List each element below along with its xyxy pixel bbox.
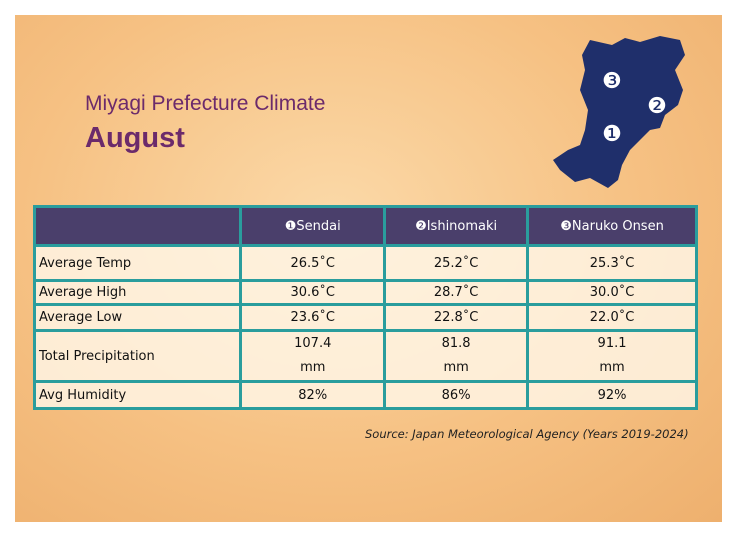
cell-text: 82% — [298, 387, 328, 403]
cell-text: 91.1 — [597, 336, 627, 351]
table-cell: 81.8 mm — [383, 329, 530, 383]
row-label: Avg Humidity — [32, 380, 243, 410]
cell-text: mm — [300, 360, 326, 375]
row-label: Average Temp — [32, 244, 243, 282]
table-row: Total Precipitation 107.4 mm 81.8 mm 91.1 mm — [32, 329, 698, 383]
table-cell: 86% — [383, 380, 530, 410]
table-cell: 30.6˚C — [239, 279, 387, 306]
table-row: Average Temp 26.5˚C 25.2˚C 25.3˚C — [32, 244, 698, 282]
cell-text: 25.2˚C — [433, 255, 479, 271]
table-cell: 22.0˚C — [526, 303, 698, 332]
prefecture-shape — [553, 36, 685, 188]
cell-text: mm — [599, 360, 625, 375]
title: Miyagi Prefecture Climate — [85, 92, 326, 115]
cell-text: 23.6˚C — [290, 310, 335, 325]
row-label: Average High — [32, 279, 243, 306]
map-marker: ❸ — [602, 69, 622, 94]
cell-text: 28.7˚C — [433, 285, 479, 300]
table-row: Avg Humidity 82% 86% 92% — [32, 380, 698, 410]
table-cell: 82% — [239, 380, 387, 410]
column-header: ❷Ishinomaki — [383, 205, 530, 247]
cell-text: 22.8˚C — [433, 310, 479, 325]
table-row: Average Low 23.6˚C 22.8˚C 22.0˚C — [32, 303, 698, 332]
table-cell: 30.0˚C — [526, 279, 698, 306]
table-cell: 23.6˚C — [239, 303, 387, 332]
table-row: Average High 30.6˚C 28.7˚C 30.0˚C — [32, 279, 698, 306]
table-cell: 92% — [526, 380, 698, 410]
table-cell: 91.1 mm — [526, 329, 698, 383]
row-label: Total Precipitation — [32, 329, 243, 383]
table-cell: 26.5˚C — [239, 244, 387, 282]
climate-table: ❶Sendai ❷Ishinomaki ❸Naruko Onsen Average T… — [32, 205, 698, 410]
cell-text: 92% — [597, 387, 627, 403]
cell-text: 30.6˚C — [290, 285, 335, 300]
table-cell: 107.4 mm — [239, 329, 387, 383]
cell-text: 30.0˚C — [589, 285, 635, 300]
cell-text: 22.0˚C — [589, 310, 635, 325]
column-header: ❶Sendai — [239, 205, 387, 247]
table-cell: 25.2˚C — [383, 244, 530, 282]
table-cell: 28.7˚C — [383, 279, 530, 306]
cell-text: 86% — [441, 387, 471, 403]
cell-text: 25.3˚C — [589, 255, 635, 271]
header-cell — [32, 205, 243, 247]
cell-text: 107.4 — [294, 336, 332, 351]
table-cell: 25.3˚C — [526, 244, 698, 282]
row-label: Average Low — [32, 303, 243, 332]
map-marker: ❶ — [602, 122, 622, 147]
cell-text: mm — [443, 360, 469, 375]
column-header: ❸Naruko Onsen — [526, 205, 698, 247]
cell-text: 81.8 — [441, 336, 471, 351]
table-cell: 22.8˚C — [383, 303, 530, 332]
subtitle: August — [85, 122, 185, 154]
map-marker: ❷ — [647, 94, 667, 119]
source-note: Source: Japan Meteorological Agency (Yea… — [365, 427, 689, 441]
cell-text: 26.5˚C — [290, 255, 335, 271]
header-row: ❶Sendai ❷Ishinomaki ❸Naruko Onsen — [32, 205, 698, 247]
